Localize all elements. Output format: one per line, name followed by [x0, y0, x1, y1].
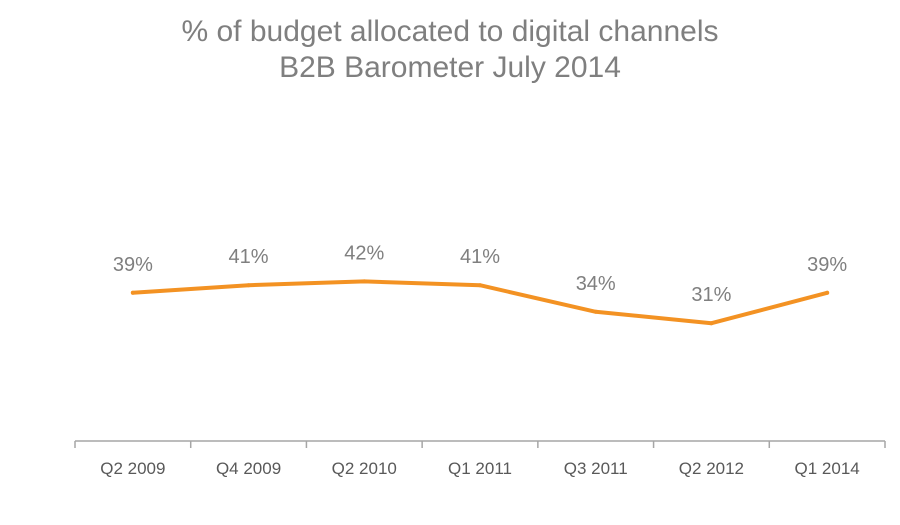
data-point: [478, 283, 482, 288]
chart-title: % of budget allocated to digital channel…: [181, 15, 719, 48]
data-label: 31%: [691, 284, 731, 306]
data-point: [709, 321, 714, 326]
data-label: 42%: [344, 242, 384, 264]
data-point: [362, 279, 367, 284]
x-tick-label: Q4 2009: [216, 459, 281, 478]
x-tick-labels: Q2 2009 Q4 2009 Q2 2010 Q1 2011 Q3 2011 Q2 20…: [100, 459, 860, 478]
data-point: [130, 290, 135, 295]
chart-subtitle: B2B Barometer July 2014: [279, 51, 621, 84]
x-tick-label: Q3 2011: [564, 459, 628, 478]
x-axis: [74, 440, 886, 448]
data-label: 41%: [460, 246, 500, 268]
data-label: 34%: [576, 273, 616, 295]
data-point: [593, 309, 598, 314]
x-tick-label: Q1 2011: [448, 459, 512, 478]
x-tick-label: Q2 2010: [332, 459, 397, 478]
x-tick-label: Q2 2012: [679, 459, 744, 478]
x-tick-label: Q2 2009: [100, 459, 165, 478]
x-tick-label: Q1 2014: [795, 459, 860, 478]
data-label-layer: 39% 41% 42% 41% 34% 31% 39%: [113, 242, 848, 306]
data-label: 39%: [113, 254, 153, 276]
series-layer: [130, 279, 830, 326]
data-point: [246, 283, 251, 288]
data-label: 41%: [229, 246, 269, 268]
data-label: 39%: [807, 254, 847, 276]
chart-title-block: % of budget allocated to digital channel…: [0, 14, 900, 86]
data-point: [825, 290, 830, 295]
